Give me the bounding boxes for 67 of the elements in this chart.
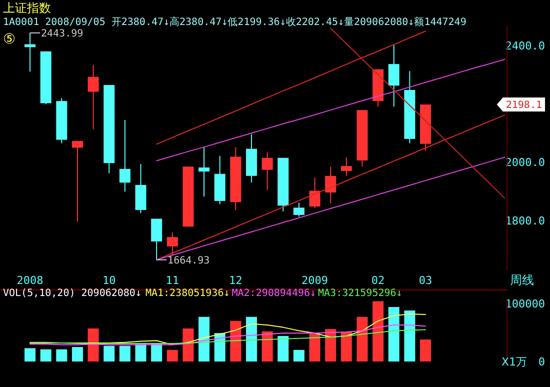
bar — [309, 334, 320, 362]
text: ⑤ — [3, 31, 16, 48]
bar — [388, 307, 400, 362]
candlestick — [198, 146, 210, 198]
bar — [24, 348, 36, 362]
x-tick-label: 02 — [371, 274, 385, 287]
annotation: 2443.99 — [41, 28, 84, 40]
x-tick-label: 2009 — [302, 274, 328, 287]
line-series — [330, 28, 506, 199]
text: MA3:321595296↓ — [318, 288, 402, 299]
candlestick — [293, 202, 304, 218]
bar — [104, 346, 115, 362]
x-tick-label: 10 — [102, 274, 116, 287]
bar — [262, 331, 273, 362]
annotation: 2198.1 — [506, 100, 542, 112]
line-series — [156, 30, 426, 145]
bar — [340, 332, 352, 362]
bar — [166, 350, 178, 362]
text: MA1:238051936↓ — [145, 288, 230, 299]
candlestick — [88, 64, 99, 130]
bar — [404, 310, 416, 362]
bar — [325, 329, 336, 362]
y-tick-label: 2400.0 — [505, 40, 545, 53]
annotation: 1664.93 — [168, 255, 210, 266]
bar — [151, 344, 162, 362]
y-tick-label: 1800.0 — [505, 214, 545, 228]
chart-title: VOL(5,10,20) 209062080↓ — [3, 288, 142, 299]
bar — [356, 316, 368, 362]
bar — [198, 316, 210, 362]
bar — [135, 344, 146, 362]
x-axis-title: 周线 — [510, 273, 534, 287]
bar — [293, 350, 304, 362]
candlestick — [325, 166, 336, 204]
chart-subtitle: 1A0001 2008/09/05 开2380.47↓高2380.47↓低2199.36↓收2202.45↓量209062080↓额1447249 — [3, 16, 466, 28]
candlestick — [388, 44, 400, 108]
x-tick-label: 2008 — [16, 274, 44, 287]
bar — [420, 339, 431, 362]
candlestick — [24, 32, 36, 72]
bar — [230, 320, 242, 362]
y-tick-label: 2000.0 — [505, 156, 545, 170]
line-series — [30, 324, 426, 346]
candlestick — [151, 218, 162, 260]
line-series — [156, 58, 506, 162]
x-tick-label: 03 — [418, 274, 432, 287]
bar — [278, 336, 289, 362]
candlestick — [72, 140, 83, 222]
bar — [88, 328, 99, 362]
candlestick — [262, 152, 273, 190]
x-tick-label: 12 — [229, 274, 242, 287]
y-tick-label: 0 — [538, 355, 545, 368]
bar — [182, 328, 194, 362]
candlestick — [340, 156, 352, 176]
chart-title: 上证指数 — [3, 1, 51, 15]
bar — [56, 349, 68, 362]
bar — [372, 301, 384, 362]
candlestick — [119, 119, 130, 192]
candlestick — [166, 232, 178, 256]
candlestick — [309, 177, 320, 209]
bar — [40, 349, 52, 362]
y-axis-title: X1万 — [501, 355, 527, 368]
y-tick-label: 100000 — [505, 297, 545, 310]
x-tick-label: 11 — [166, 274, 180, 287]
bar — [72, 347, 83, 362]
text: MA2:290894496↓ — [232, 288, 316, 299]
bar — [119, 346, 130, 362]
bar — [246, 316, 257, 362]
line-series — [30, 329, 426, 344]
